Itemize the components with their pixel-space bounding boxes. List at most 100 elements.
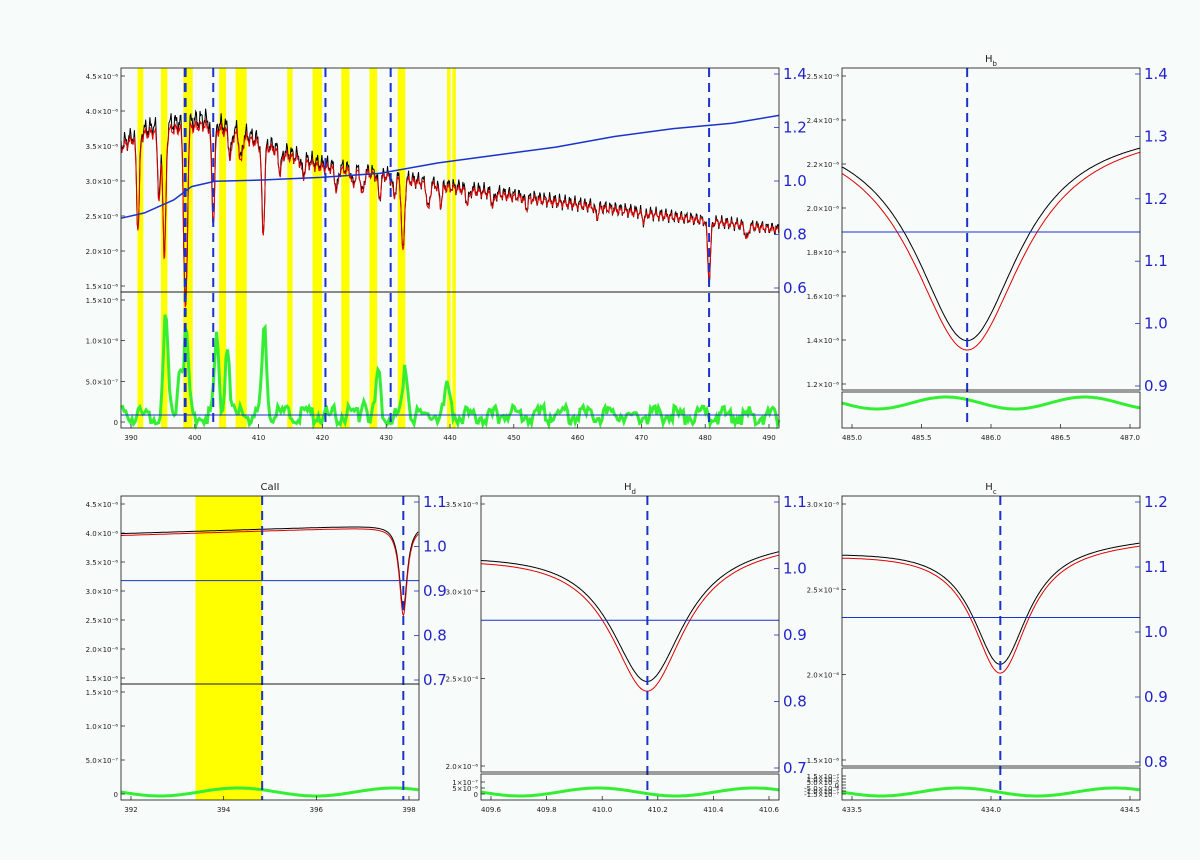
y-axis-bottom-tick-label: 1.0×10⁻⁶ — [86, 723, 119, 731]
y-axis-top-tick-label: 3.0×10⁻⁶ — [86, 588, 119, 596]
y-axis-bottom-tick-label: 1.5×10⁻⁷ — [807, 773, 840, 781]
x-axis-tick-label: 485.0 — [842, 434, 862, 442]
x-axis-tick-label: 390 — [124, 434, 137, 442]
y-axis-top-tick-label: 2.4×10⁻⁶ — [807, 117, 840, 125]
y-axis-top-tick-label: 1.4×10⁻⁶ — [807, 337, 840, 345]
panel-hd-title-subscript: d — [632, 488, 636, 496]
x-axis-tick-label: 410.0 — [592, 806, 612, 814]
model-spectrum-line — [121, 528, 419, 617]
y-axis-right-tick-label: 0.7 — [423, 671, 447, 689]
panel-hd-title: Hd — [624, 482, 636, 496]
y-axis-bottom-tick-label: 5.0×10⁻⁷ — [86, 757, 119, 765]
mask-region — [312, 68, 322, 428]
residual-band — [120, 786, 419, 798]
y-axis-bottom-tick-label: 5×10⁻⁸ — [452, 785, 478, 793]
x-axis-tick-label: 396 — [310, 806, 324, 814]
y-axis-right-tick-label: 1.2 — [1144, 190, 1168, 208]
y-axis-top-tick-label: 3.5×10⁻⁶ — [86, 143, 119, 151]
panel-hb-title: Hb — [985, 54, 998, 68]
x-axis-tick-label: 410 — [252, 434, 265, 442]
y-axis-top-tick-label: 4.0×10⁻⁶ — [86, 530, 119, 538]
y-axis-right-tick-label: 1.0 — [1144, 315, 1168, 333]
x-axis-tick-label: 409.6 — [481, 806, 502, 814]
y-axis-right-tick-label: 1.1 — [783, 493, 807, 511]
y-axis-bottom-tick-label: 1.5×10⁻⁶ — [86, 689, 119, 697]
mask-region — [369, 68, 378, 428]
y-axis-right-tick-label: 0.6 — [783, 279, 807, 297]
x-axis-tick-label: 392 — [124, 806, 137, 814]
y-axis-top-tick-label: 2.5×10⁻⁶ — [86, 617, 119, 625]
residual-band — [841, 786, 1140, 798]
y-axis-bottom-tick-label: 0 — [114, 791, 118, 799]
y-axis-top-tick-label: 1.6×10⁻⁶ — [807, 293, 840, 301]
panel-hd-bottom-frame — [480, 773, 780, 801]
y-axis-bottom-tick-label: 1×10⁻⁷ — [452, 779, 478, 787]
x-axis-tick-label: 398 — [402, 806, 415, 814]
y-axis-right-tick-label: 1.1 — [423, 493, 447, 511]
y-axis-bottom-tick-label: 1.0×10⁻⁶ — [86, 338, 119, 346]
y-axis-bottom-tick-label: -1.5×10⁻⁷ — [804, 791, 839, 799]
x-axis-tick-label: 486.5 — [1050, 434, 1070, 442]
residual-band — [120, 314, 781, 431]
y-axis-right-tick-label: 1.0 — [423, 538, 447, 556]
y-axis-bottom-tick-label: 0 — [835, 782, 839, 790]
mask-region — [195, 496, 263, 800]
y-axis-bottom-tick-label: -5.0×10⁻⁸ — [804, 785, 839, 793]
x-axis-tick-label: 409.8 — [537, 806, 557, 814]
y-axis-right-tick-label: 0.9 — [1144, 688, 1168, 706]
y-axis-top-tick-label: 4.0×10⁻⁶ — [86, 108, 119, 116]
panel-hb-title-subscript: b — [993, 60, 998, 68]
y-axis-top-tick-label: 3.5×10⁻⁶ — [86, 559, 119, 567]
panel-hc-title-subscript: c — [993, 488, 997, 496]
y-axis-right-tick-label: 1.0 — [783, 172, 807, 190]
mask-region — [235, 68, 247, 428]
y-axis-top-tick-label: 1.5×10⁻⁶ — [807, 757, 840, 765]
y-axis-top-tick-label: 2.0×10⁻⁶ — [86, 646, 119, 654]
y-axis-right-tick-label: 0.8 — [423, 627, 447, 645]
y-axis-right-tick-label: 0.8 — [783, 693, 807, 711]
y-axis-top-tick-label: 1.8×10⁻⁶ — [807, 249, 840, 257]
y-axis-top-tick-label: 4.5×10⁻⁶ — [86, 501, 119, 509]
y-axis-right-tick-label: 0.8 — [783, 226, 807, 244]
mask-region — [137, 68, 144, 428]
y-axis-bottom-tick-label: 0 — [474, 791, 478, 799]
x-axis-tick-label: 480 — [699, 434, 712, 442]
panel-caii-top-frame — [120, 495, 420, 685]
y-axis-right-tick-label: 0.8 — [1144, 753, 1168, 771]
y-axis-top-tick-label: 2.0×10⁻⁶ — [807, 672, 840, 680]
mask-region — [219, 68, 227, 428]
y-axis-top-tick-label: 2.5×10⁻⁶ — [86, 213, 119, 221]
x-axis-tick-label: 434.5 — [1120, 806, 1140, 814]
y-axis-right-tick-label: 1.1 — [1144, 252, 1168, 270]
x-axis-tick-label: 433.5 — [842, 806, 862, 814]
x-axis-tick-label: 410.6 — [759, 806, 780, 814]
observed-spectrum-line — [842, 542, 1140, 665]
y-axis-bottom-tick-label: 1.0×10⁻⁷ — [807, 776, 840, 784]
y-axis-top-tick-label: 3.0×10⁻⁶ — [86, 178, 119, 186]
y-axis-top-tick-label: 2.5×10⁻⁶ — [807, 73, 840, 81]
mask-region — [447, 68, 451, 428]
model-spectrum-line — [120, 119, 780, 308]
x-axis-tick-label: 400 — [188, 434, 201, 442]
y-axis-right-tick-label: 1.0 — [783, 560, 807, 578]
y-axis-right-tick-label: 0.9 — [783, 626, 807, 644]
y-axis-top-tick-label: 2.5×10⁻⁶ — [446, 676, 479, 684]
panel-hc-top-frame — [841, 495, 1141, 767]
y-axis-top-tick-label: 1.2×10⁻⁶ — [807, 381, 840, 389]
panel-hc-title: Hc — [985, 482, 997, 496]
mask-region — [397, 68, 406, 428]
panel-hb-top-frame — [841, 67, 1141, 391]
y-axis-top-tick-label: 2.0×10⁻⁶ — [446, 763, 479, 771]
y-axis-bottom-tick-label: 0 — [114, 419, 118, 427]
y-axis-bottom-tick-label: 5.0×10⁻⁷ — [86, 378, 119, 386]
mask-region — [341, 68, 350, 428]
mask-region — [287, 68, 293, 428]
mask-region — [183, 68, 193, 428]
y-axis-bottom-tick-label: 1.5×10⁻⁶ — [86, 297, 119, 305]
y-axis-right-tick-label: 0.9 — [423, 582, 447, 600]
x-axis-tick-label: 485.5 — [911, 434, 931, 442]
observed-spectrum-line — [481, 551, 780, 682]
x-axis-tick-label: 430 — [380, 434, 393, 442]
y-axis-right-tick-label: 1.1 — [1144, 558, 1168, 576]
